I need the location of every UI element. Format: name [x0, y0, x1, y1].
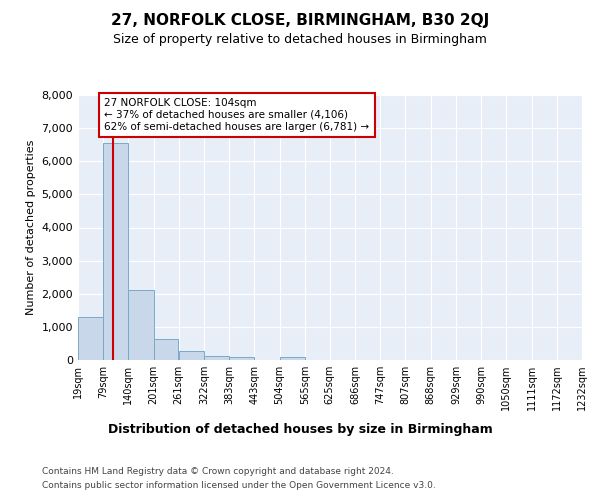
- Bar: [78, 317, 103, 360]
- Text: Contains HM Land Registry data © Crown copyright and database right 2024.: Contains HM Land Registry data © Crown c…: [42, 468, 394, 476]
- Bar: [204, 356, 229, 360]
- Bar: [154, 340, 178, 360]
- Text: 27, NORFOLK CLOSE, BIRMINGHAM, B30 2QJ: 27, NORFOLK CLOSE, BIRMINGHAM, B30 2QJ: [111, 12, 489, 28]
- Text: 27 NORFOLK CLOSE: 104sqm
← 37% of detached houses are smaller (4,106)
62% of sem: 27 NORFOLK CLOSE: 104sqm ← 37% of detach…: [104, 98, 370, 132]
- Bar: [103, 143, 128, 360]
- Bar: [229, 356, 254, 360]
- Text: Distribution of detached houses by size in Birmingham: Distribution of detached houses by size …: [107, 422, 493, 436]
- Bar: [128, 290, 154, 360]
- Text: Contains public sector information licensed under the Open Government Licence v3: Contains public sector information licen…: [42, 481, 436, 490]
- Bar: [280, 356, 305, 360]
- Y-axis label: Number of detached properties: Number of detached properties: [26, 140, 36, 315]
- Bar: [179, 351, 204, 360]
- Text: Size of property relative to detached houses in Birmingham: Size of property relative to detached ho…: [113, 32, 487, 46]
